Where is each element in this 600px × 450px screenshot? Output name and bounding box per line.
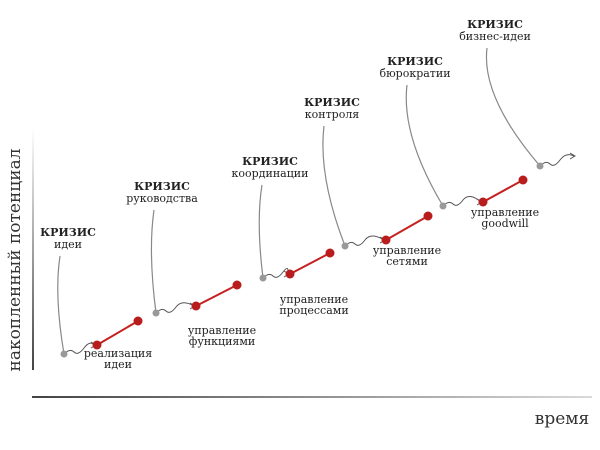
stage-dot	[191, 301, 201, 311]
y-axis	[32, 128, 34, 370]
crisis-dot	[60, 350, 68, 358]
transition-arrow	[155, 302, 195, 314]
crisis-subtitle: контроля	[305, 108, 360, 121]
stage-label: управление	[471, 206, 539, 219]
crisis-dot	[536, 162, 544, 170]
crisis-subtitle: координации	[232, 167, 309, 180]
crisis-title: КРИЗИС	[387, 55, 443, 68]
crisis-subtitle: идеи	[54, 238, 82, 251]
stage-dot	[285, 269, 295, 279]
transition-arrow	[442, 196, 482, 207]
growth-segment	[289, 252, 331, 275]
stage-label: сетями	[386, 255, 428, 268]
crisis-dot	[439, 202, 447, 210]
stage-dot	[478, 197, 488, 207]
growth-segment	[385, 215, 429, 241]
transition-arrow	[63, 342, 96, 355]
crisis-title: КРИЗИС	[467, 18, 523, 31]
crisis-subtitle: бюрократии	[379, 67, 450, 80]
crisis-curve	[258, 184, 264, 279]
growth-segment	[482, 179, 524, 203]
stage-dot	[423, 211, 433, 221]
stage-dot	[232, 280, 242, 290]
transition-arrow	[344, 235, 385, 247]
stage-label: управление	[280, 293, 348, 306]
crisis-dot	[152, 309, 160, 317]
stage-label: управление	[188, 324, 256, 337]
arrow-head	[569, 152, 576, 160]
crisis-curve	[405, 84, 444, 207]
crisis-title: КРИЗИС	[134, 180, 190, 193]
stage-dot	[92, 340, 102, 350]
stage-dot	[325, 248, 335, 258]
crisis-curve	[57, 255, 65, 355]
stage-label: goodwill	[481, 217, 529, 230]
stage-label: управление	[373, 244, 441, 257]
stage-label: функциями	[189, 335, 256, 348]
crisis-title: КРИЗИС	[304, 96, 360, 109]
transition-arrow	[262, 268, 289, 279]
crisis-curve	[485, 47, 541, 167]
growth-segment	[195, 284, 238, 307]
crisis-curve	[322, 125, 346, 247]
stage-label: идеи	[104, 358, 132, 371]
stage-dot	[518, 175, 528, 185]
crisis-title: КРИЗИС	[242, 155, 298, 168]
growth-segment	[96, 320, 139, 346]
crisis-curve	[150, 209, 157, 314]
crisis-dot	[341, 242, 349, 250]
crisis-subtitle: бизнес-идеи	[459, 30, 531, 43]
x-axis	[32, 396, 592, 398]
stage-label: процессами	[279, 304, 348, 317]
crisis-title: КРИЗИС	[40, 226, 96, 239]
stage-dot	[133, 316, 143, 326]
stage-label: реализация	[84, 347, 152, 360]
growth-path: КРИЗИСидеиКРИЗИСруководстваКРИЗИСкоордин…	[40, 18, 576, 371]
crisis-dot	[259, 274, 267, 282]
y-axis-label: накопленный потенциал	[5, 148, 25, 371]
crisis-subtitle: руководства	[126, 192, 198, 205]
x-axis-label: время	[535, 409, 589, 429]
stage-dot	[381, 235, 391, 245]
transition-arrow	[539, 154, 575, 167]
